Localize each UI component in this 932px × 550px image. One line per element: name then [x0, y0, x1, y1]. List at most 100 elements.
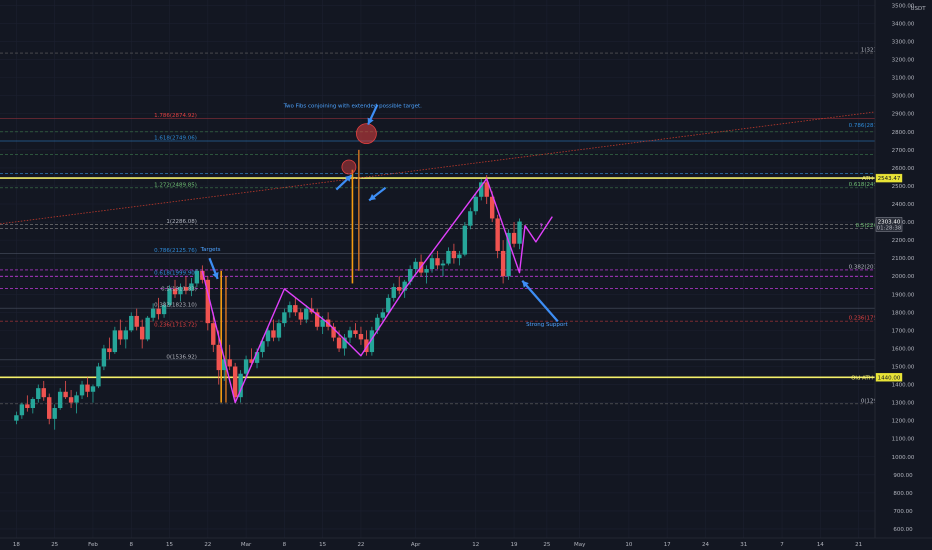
candle-body [462, 225, 468, 255]
candle-body [118, 330, 123, 340]
candle-body [178, 287, 183, 295]
zigzag-pattern [201, 177, 553, 404]
time-tick-label: 8 [283, 542, 287, 548]
candle-body [369, 330, 375, 353]
time-tick-label: May [574, 542, 586, 548]
drawings [0, 104, 876, 403]
candle-body [506, 232, 511, 277]
fib-label: 0.618(2492.33) [849, 182, 892, 188]
fib-label: 1.272(2489.85) [154, 182, 197, 188]
candle-body [167, 288, 172, 306]
candle-body [243, 359, 249, 374]
time-tick-label: Feb [88, 542, 98, 548]
time-tick-label: 14 [817, 542, 824, 548]
price-tag-box [875, 373, 903, 382]
candle-body [511, 232, 517, 244]
candle-body [172, 288, 178, 295]
price-tick-label: 2800.00 [892, 130, 915, 136]
annotation-arrow-head [344, 175, 352, 182]
price-tick-label: 1100.00 [892, 437, 915, 443]
chart-annotation: ? [540, 223, 543, 229]
price-tick-label: 2000.00 [892, 274, 915, 280]
annotations: Two Fibs conjoining with extended possib… [200, 103, 569, 327]
target-bar [225, 276, 227, 403]
candle-body [517, 221, 522, 244]
candle-body [282, 312, 287, 324]
candle-body [14, 415, 19, 421]
annotation-arrow-head [212, 271, 219, 279]
fib-label: 0.786(2818.97) [849, 123, 892, 129]
candle-body [205, 279, 211, 324]
candle-body [353, 330, 358, 334]
price-tick-label: 1000.00 [892, 455, 915, 461]
candle-body [336, 337, 342, 349]
candle-body [479, 182, 484, 197]
price-tick-label: 2600.00 [892, 166, 915, 172]
price-tag-value: 2543.47 [878, 176, 901, 182]
time-tick-label: 7 [780, 542, 784, 548]
candle-body [101, 348, 107, 367]
time-tick-label: 22 [204, 542, 211, 548]
candle-body [473, 196, 478, 212]
time-tick-label: 19 [511, 542, 518, 548]
price-axis-panel [875, 0, 932, 550]
price-tick-label: 3500.00 [892, 3, 915, 9]
candle-body [47, 397, 52, 419]
candle-body [52, 408, 57, 419]
candle-body [391, 287, 396, 298]
trend-line [0, 111, 876, 225]
candle-body [375, 317, 380, 331]
candle-body [112, 330, 118, 353]
fib-label: 0.786(2125.76) [154, 248, 197, 254]
fib-label: 0.236(1713.72) [154, 322, 197, 328]
price-tick-label: 900.00 [893, 473, 913, 479]
price-tick-label: 3400.00 [892, 21, 915, 27]
price-tick-label: 2100.00 [892, 256, 915, 262]
candle-body [271, 330, 276, 338]
candle-body [342, 337, 347, 349]
price-tag-label: ATH [862, 176, 873, 182]
candle-body [457, 254, 462, 259]
candle-body [293, 305, 298, 313]
price-tick-label: 1200.00 [892, 419, 915, 425]
candle-body [347, 330, 353, 338]
candle-body [484, 182, 489, 197]
price-axis[interactable]: 600.00 700.00 800.00 900.00 1000.00 1100.00 12… [892, 3, 915, 533]
candle-body [19, 404, 25, 416]
target-bar [351, 169, 354, 284]
candle-body [123, 330, 128, 340]
candle-body [331, 326, 336, 338]
chart-annotation: Two Fibs conjoining with extended possib… [283, 103, 423, 109]
price-tag-box [875, 217, 903, 232]
price-tag-value: 2303.40 [878, 219, 901, 225]
fib-label: 0.5(1911.83) [161, 287, 197, 293]
price-tick-label: 2400.00 [892, 202, 915, 208]
annotation-arrow-head [522, 280, 529, 288]
candle-body [90, 386, 96, 392]
zigzag-line [201, 177, 553, 404]
candle-body [254, 352, 260, 363]
candle-body [298, 312, 303, 320]
candle-body [57, 391, 63, 409]
fib-label: 0.5(2263.79) [856, 223, 892, 229]
time-tick-label: Mar [241, 542, 252, 548]
candle-body [386, 297, 391, 313]
time-axis-panel [0, 538, 932, 550]
chart-annotation: Targets [200, 247, 221, 253]
candle-body [63, 391, 68, 398]
fib-label: 0.382(1823.10) [154, 303, 197, 309]
time-axis[interactable]: 18 25 Feb 8 15 22 Mar 8 15 22 Apr 12 19 25 May 10 17 24 31… [13, 542, 862, 548]
time-tick-label: 24 [702, 542, 709, 548]
time-tick-label: 31 [740, 542, 747, 548]
time-tick-label: 25 [51, 542, 58, 548]
candle-body [287, 305, 293, 313]
time-tick-label: Apr [411, 542, 421, 548]
time-tick-label: 21 [855, 542, 862, 548]
candle-body [36, 388, 41, 399]
time-tick-label: 22 [357, 542, 364, 548]
candle-body [216, 344, 221, 371]
fib-label: 1.786(2874.92) [154, 113, 197, 119]
